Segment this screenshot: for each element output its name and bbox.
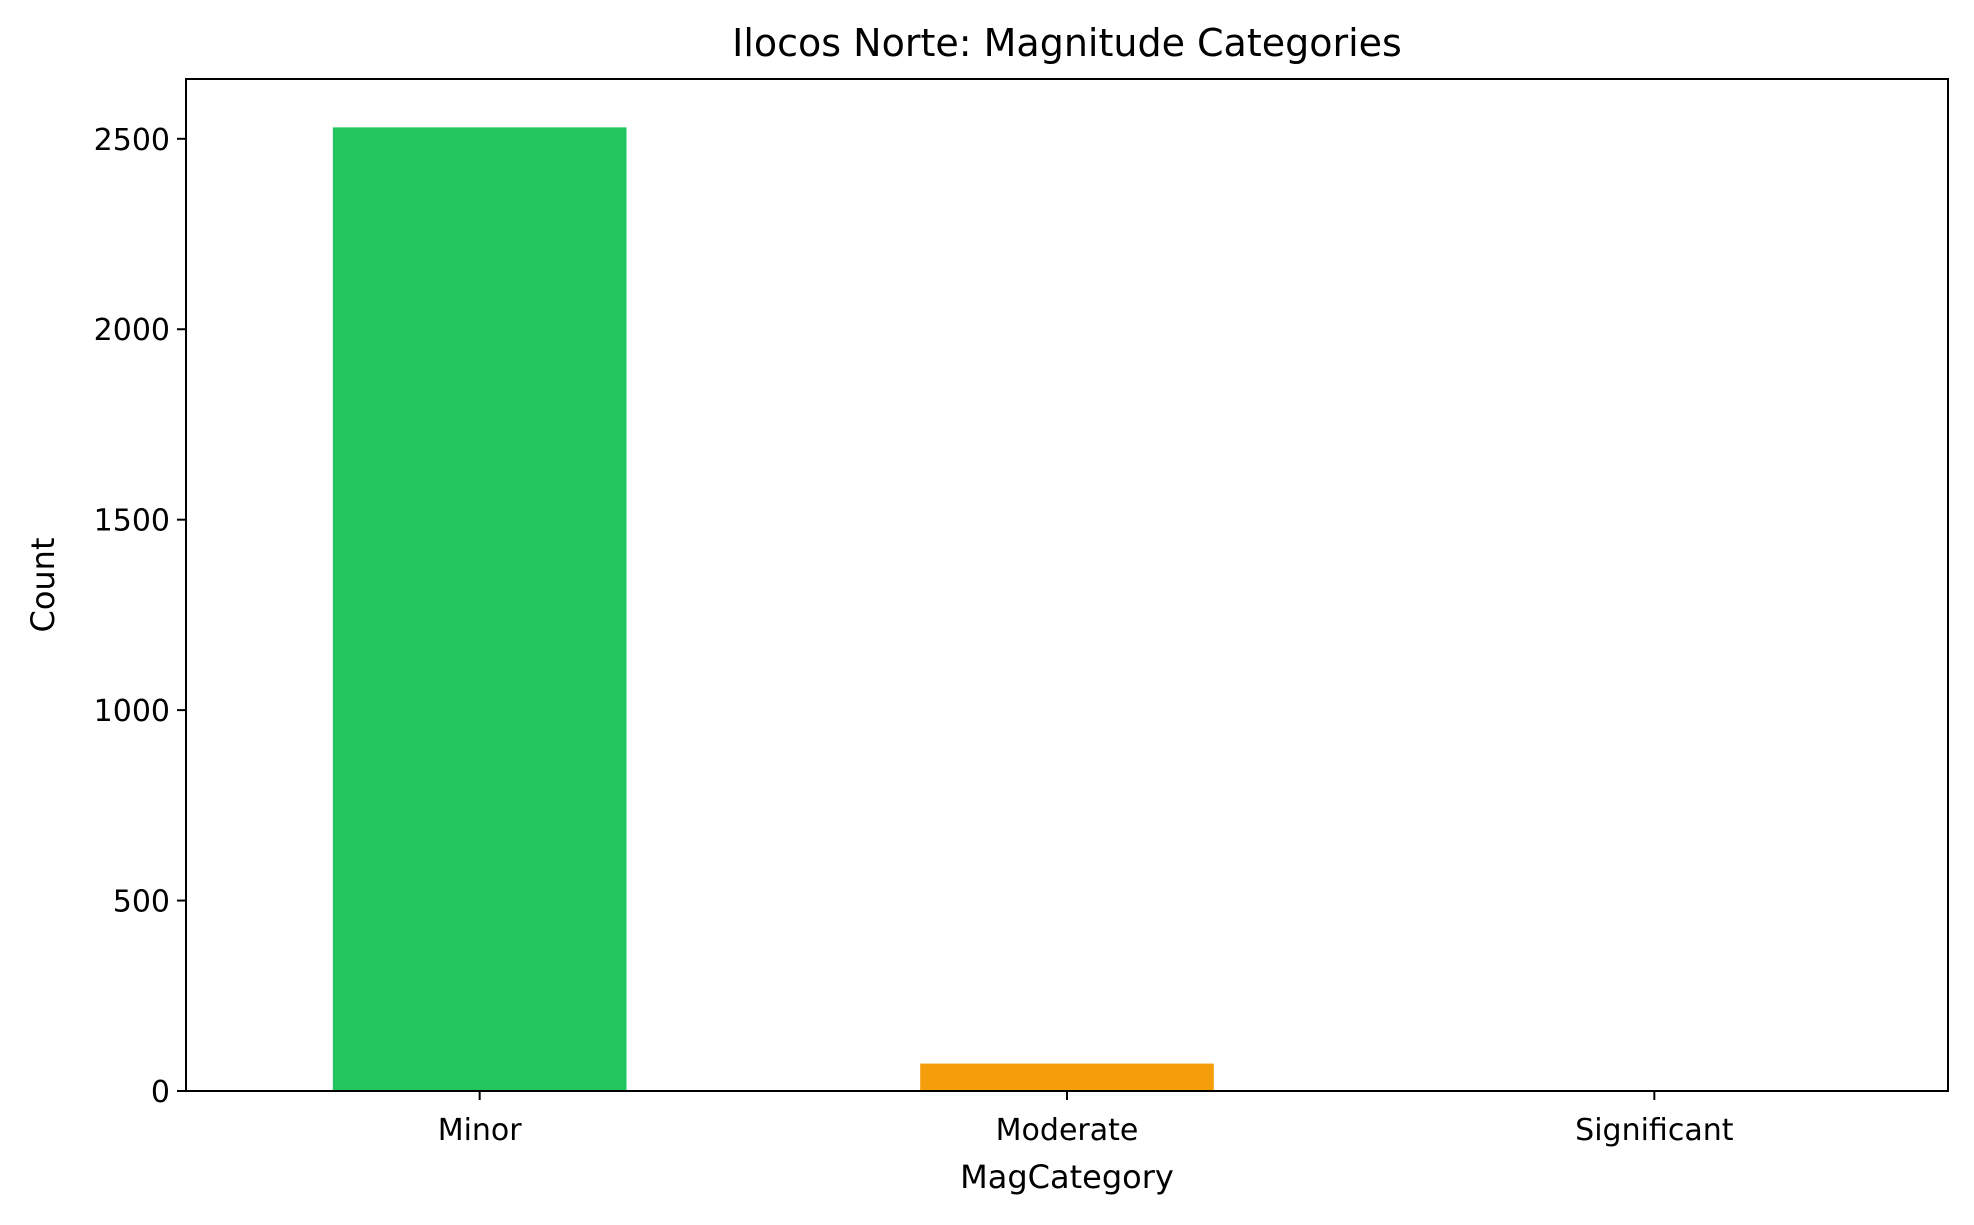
- y-tick-label-0: 0: [151, 1075, 170, 1110]
- x-tick-label-moderate: Moderate: [996, 1113, 1139, 1148]
- x-tick-label-minor: Minor: [438, 1113, 523, 1148]
- y-tick-label-2500: 2500: [94, 123, 170, 158]
- y-tick-label-2000: 2000: [94, 313, 170, 348]
- x-tick-label-significant: Significant: [1575, 1113, 1734, 1148]
- y-axis-label: Count: [24, 537, 62, 632]
- bar-moderate: [920, 1064, 1214, 1091]
- chart-title: Ilocos Norte: Magnitude Categories: [732, 21, 1402, 65]
- bars-layer: [333, 127, 1801, 1091]
- x-axis: Minor Moderate Significant: [438, 1091, 1734, 1148]
- y-tick-label-1000: 1000: [94, 694, 170, 729]
- y-tick-label-1500: 1500: [94, 504, 170, 539]
- x-axis-label: MagCategory: [960, 1158, 1174, 1196]
- bar-minor: [333, 127, 627, 1091]
- y-tick-label-500: 500: [113, 885, 170, 920]
- y-axis: 0 500 1000 1500 2000 2500: [94, 123, 186, 1110]
